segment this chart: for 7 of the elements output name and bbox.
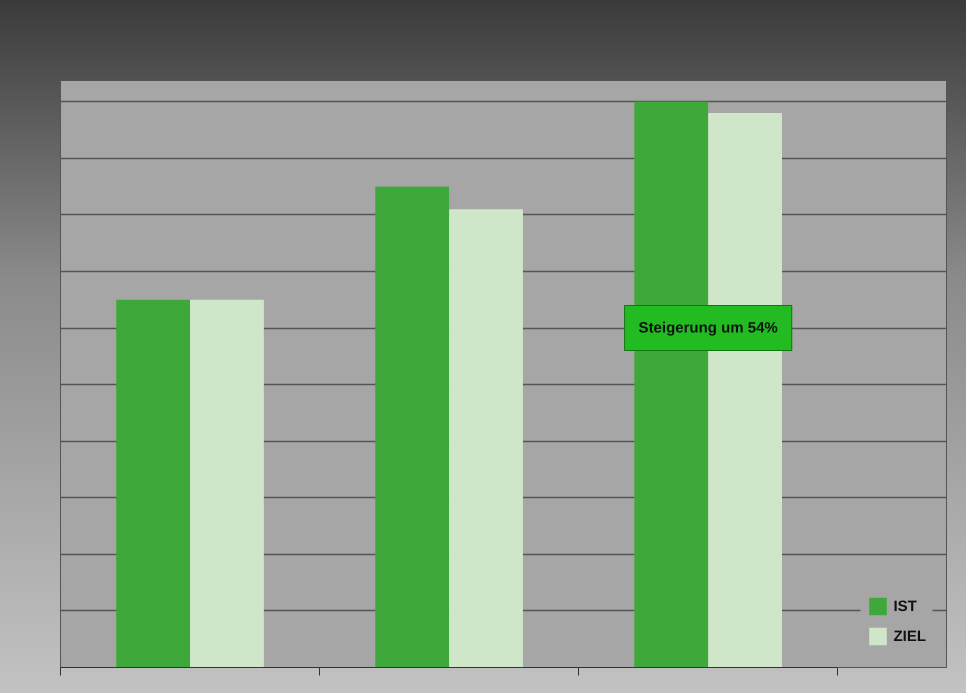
bar — [116, 300, 190, 668]
legend-label: IST — [894, 598, 917, 614]
bar — [375, 186, 450, 668]
legend-label: ZIEL — [894, 628, 926, 644]
annotation: Steigerung um 54% — [638, 320, 778, 337]
bar — [449, 209, 523, 668]
bar — [190, 300, 264, 668]
